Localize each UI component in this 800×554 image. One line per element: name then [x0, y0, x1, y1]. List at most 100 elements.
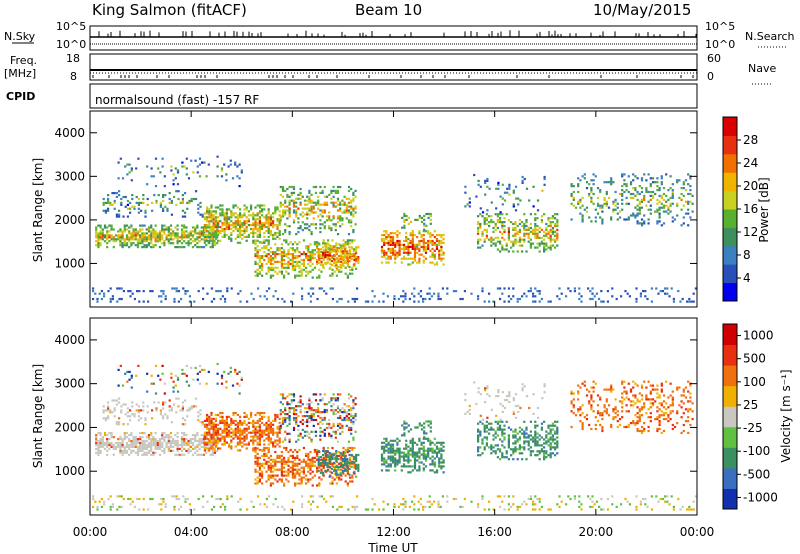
power-cell	[183, 240, 186, 243]
power-cell	[172, 179, 175, 182]
power-cell	[334, 189, 337, 192]
power-cell	[311, 249, 314, 252]
velocity-cell	[274, 419, 277, 422]
power-cell	[210, 229, 213, 233]
velocity-cell	[380, 441, 384, 444]
power-cell	[316, 245, 319, 248]
velocity-cell	[220, 374, 224, 377]
velocity-cell	[158, 453, 162, 456]
velocity-cell	[294, 472, 297, 475]
power-cell	[349, 239, 352, 242]
power-cell	[223, 231, 226, 235]
power-cell	[137, 211, 140, 214]
power-cell	[488, 187, 491, 190]
power-cell	[95, 228, 98, 231]
power-cell	[407, 249, 410, 252]
power-cell	[236, 241, 239, 244]
power-cell	[590, 179, 593, 182]
velocity-cell	[323, 434, 326, 437]
power-cell	[172, 173, 175, 176]
power-cell	[206, 206, 209, 209]
power-cell	[147, 238, 151, 241]
velocity-cell	[230, 439, 233, 442]
power-cell	[256, 255, 259, 258]
power-cell	[512, 226, 515, 230]
velocity-cell	[324, 456, 327, 459]
velocity-cell	[221, 429, 224, 432]
power-cell	[323, 209, 326, 212]
velocity-cell	[258, 411, 261, 415]
power-cell	[560, 292, 563, 295]
power-cell	[95, 240, 98, 243]
power-cell	[269, 276, 272, 279]
power-cell	[99, 232, 102, 235]
power-cell	[327, 251, 330, 254]
power-cell	[256, 229, 259, 233]
power-cell	[676, 181, 679, 184]
velocity-cell	[123, 447, 126, 450]
velocity-cell	[219, 411, 222, 415]
power-cell	[499, 211, 502, 214]
power-cell	[212, 227, 215, 231]
power-cell	[210, 287, 213, 290]
velocity-cell	[122, 423, 125, 426]
power-cell	[547, 236, 550, 239]
power-cell	[525, 187, 529, 190]
velocity-cell	[350, 420, 353, 424]
power-cell	[338, 255, 341, 258]
velocity-cell	[267, 478, 270, 481]
velocity-cell	[314, 430, 318, 433]
power-cell	[350, 207, 353, 210]
velocity-cell	[163, 432, 166, 435]
velocity-cell	[212, 425, 215, 428]
power-cell	[669, 187, 672, 190]
power-cell	[514, 221, 517, 224]
power-cell	[230, 214, 233, 217]
power-cell	[577, 183, 580, 186]
colorbar-swatch	[723, 135, 737, 155]
velocity-cell	[339, 426, 342, 429]
power-cell	[433, 263, 436, 266]
velocity-cell	[191, 447, 195, 450]
velocity-cell	[355, 467, 358, 470]
power-cell	[477, 242, 480, 245]
power-cell	[221, 235, 224, 238]
power-cell	[155, 201, 158, 204]
power-cell	[143, 234, 146, 237]
power-cell	[352, 263, 355, 267]
velocity-cell	[328, 459, 331, 462]
power-cell	[269, 214, 272, 217]
nsky-trace	[90, 30, 697, 45]
velocity-cell	[258, 439, 261, 442]
power-cell	[176, 246, 179, 249]
velocity-cell	[243, 435, 246, 438]
velocity-cell	[301, 422, 304, 425]
power-cell	[654, 192, 657, 196]
power-cell	[272, 274, 275, 277]
velocity-cell	[391, 445, 395, 448]
velocity-cell	[385, 469, 388, 472]
velocity-cell	[349, 464, 352, 467]
power-cell	[165, 234, 168, 237]
velocity-cell	[185, 364, 188, 367]
power-cell	[254, 224, 257, 227]
power-cell	[161, 242, 164, 245]
power-cell	[396, 236, 399, 239]
power-cell	[123, 228, 126, 231]
velocity-cell	[212, 447, 215, 450]
velocity-cell	[400, 465, 403, 468]
power-cell	[418, 241, 421, 245]
power-cell	[345, 209, 348, 212]
velocity-cell	[306, 424, 309, 427]
power-cell	[198, 232, 201, 235]
velocity-cell	[184, 399, 187, 402]
power-cell	[163, 224, 166, 227]
velocity-cell	[136, 449, 140, 452]
colorbar-swatch	[723, 209, 737, 228]
power-cell	[162, 194, 165, 197]
velocity-cell	[136, 439, 140, 443]
power-cell	[318, 268, 321, 271]
power-cell	[147, 236, 151, 239]
velocity-cell	[208, 429, 211, 432]
power-cell	[99, 244, 102, 247]
